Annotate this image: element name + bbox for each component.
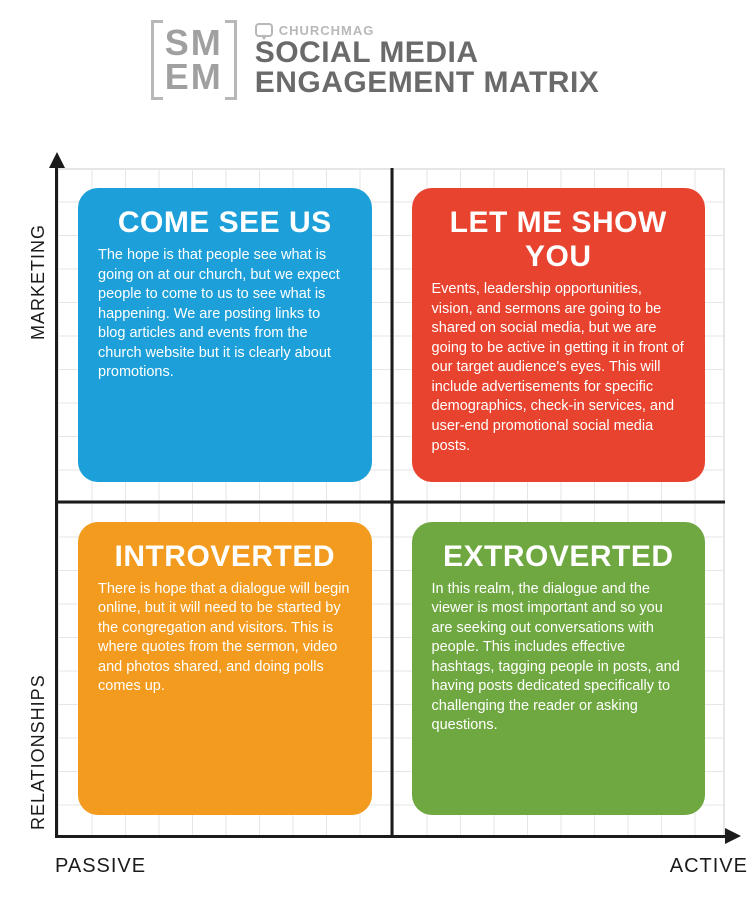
matrix-plot: COME SEE US The hope is that people see … [55,168,725,838]
quadrant-body: The hope is that people see what is goin… [98,246,352,383]
quadrant-body: Events, leadership opportunities, vision… [432,280,686,456]
quadrant-title: COME SEE US [98,206,352,240]
chat-bubble-icon [255,23,273,37]
header: SM EM CHURCHMAG SOCIAL MEDIA ENGAGEMENT … [0,0,750,110]
x-axis-label-right: ACTIVE [670,855,748,878]
y-axis-label-top: MARKETING [28,224,49,340]
header-right: CHURCHMAG SOCIAL MEDIA ENGAGEMENT MATRIX [255,23,600,98]
quadrant-title: LET ME SHOW YOU [432,206,686,274]
logo-line-1: SM [165,26,223,60]
quadrant-body: There is hope that a dialogue will begin… [98,580,352,697]
quadrant-bottom-left: INTROVERTED There is hope that a dialogu… [78,522,372,816]
logo-bracket: SM EM [151,20,237,100]
quadrant-top-right: LET ME SHOW YOU Events, leadership oppor… [412,188,706,482]
quadrant-title: INTROVERTED [98,540,352,574]
quadrant-top-left: COME SEE US The hope is that people see … [78,188,372,482]
x-axis-label-left: PASSIVE [55,855,146,878]
y-axis-label-bottom: RELATIONSHIPS [28,674,49,830]
title-line-1: SOCIAL MEDIA [255,38,600,68]
title-line-2: ENGAGEMENT MATRIX [255,68,600,98]
quadrant-bottom-right: EXTROVERTED In this realm, the dialogue … [412,522,706,816]
logo-line-2: EM [165,60,223,94]
engagement-matrix: MARKETING RELATIONSHIPS COME SEE US The … [0,150,750,880]
horizontal-divider [58,500,725,503]
quadrant-body: In this realm, the dialogue and the view… [432,580,686,737]
quadrant-title: EXTROVERTED [432,540,686,574]
